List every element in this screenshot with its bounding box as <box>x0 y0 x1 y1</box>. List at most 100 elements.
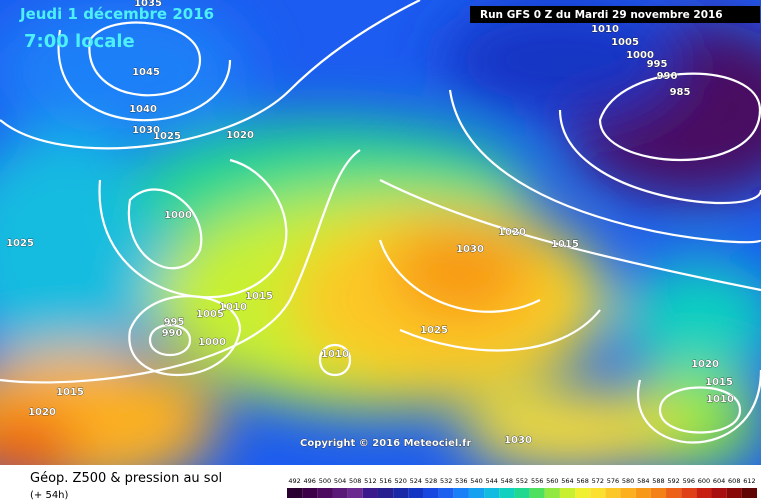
legend-label: 548 <box>501 477 513 485</box>
legend: 492 496 500 504 508 512 516 520 524 528 532 536 540 5… <box>287 477 757 498</box>
legend-label: 604 <box>713 477 725 485</box>
legend-label: 600 <box>698 477 710 485</box>
legend-swatch <box>362 488 378 498</box>
footer-title: Géop. Z500 & pression au sol <box>30 471 222 486</box>
isobar-label: 1010 <box>219 302 247 313</box>
isobar-label: 1045 <box>132 67 160 78</box>
legend-label: 504 <box>334 477 346 485</box>
legend-label: 528 <box>425 477 437 485</box>
isobar-label: 1025 <box>153 131 181 142</box>
legend-label: 580 <box>622 477 634 485</box>
legend-label: 588 <box>652 477 664 485</box>
date-label: Jeudi 1 décembre 2016 <box>19 5 214 23</box>
legend-label: 532 <box>440 477 452 485</box>
legend-label: 540 <box>470 477 482 485</box>
legend-swatch <box>453 488 469 498</box>
legend-label: 536 <box>455 477 467 485</box>
time-label: 7:00 locale <box>24 31 135 52</box>
legend-swatch <box>408 488 424 498</box>
isobar-label: 1025 <box>6 238 34 249</box>
footer-lead: (+ 54h) <box>30 490 69 501</box>
legend-swatch <box>666 488 682 498</box>
legend-label: 576 <box>607 477 619 485</box>
isobar-label: 1015 <box>551 239 579 250</box>
field <box>0 0 761 465</box>
legend-label: 564 <box>561 477 573 485</box>
legend-swatch <box>332 488 348 498</box>
legend-label: 572 <box>592 477 604 485</box>
isobar-label: 1015 <box>56 387 84 398</box>
legend-swatch <box>696 488 712 498</box>
legend-swatch <box>590 488 606 498</box>
legend-swatch <box>529 488 545 498</box>
run-label: Run GFS 0 Z du Mardi 29 novembre 2016 <box>480 9 723 21</box>
legend-swatch <box>559 488 576 498</box>
isobar-label: 1030 <box>132 125 160 136</box>
isobar-label: 1020 <box>226 130 254 141</box>
isobar-label: 1020 <box>691 359 719 370</box>
isobar-label: 1000 <box>626 50 654 61</box>
legend-swatch <box>605 488 621 498</box>
legend-swatch <box>681 488 697 498</box>
legend-swatch <box>544 488 560 498</box>
legend-label: 544 <box>485 477 497 485</box>
isobar-label: 995 <box>164 317 185 328</box>
run-box <box>470 6 760 23</box>
isobar-label: 990 <box>162 328 183 339</box>
legend-swatch <box>302 488 318 498</box>
legend-swatch <box>711 488 727 498</box>
legend-label: 608 <box>728 477 740 485</box>
legend-label: 592 <box>667 477 679 485</box>
legend-label: 568 <box>576 477 588 485</box>
isobar-label: 1020 <box>498 227 526 238</box>
legend-swatch <box>650 488 667 498</box>
isobar-label: 990 <box>657 71 678 82</box>
isobar-label: 1015 <box>705 377 733 388</box>
legend-label: 512 <box>364 477 376 485</box>
legend-swatch <box>287 488 303 498</box>
isobar-label: 1005 <box>196 309 224 320</box>
legend-label: 500 <box>319 477 331 485</box>
legend-swatch <box>377 488 394 498</box>
legend-label: 496 <box>304 477 316 485</box>
legend-label: 516 <box>379 477 391 485</box>
copyright: Copyright © 2016 Meteociel.fr <box>300 438 471 449</box>
legend-swatch <box>726 488 742 498</box>
legend-swatch <box>347 488 363 498</box>
isobar-label: 1010 <box>321 349 349 360</box>
isobar-lines <box>0 0 761 444</box>
legend-label: 556 <box>531 477 543 485</box>
legend-swatch <box>438 488 454 498</box>
isobar-label: 1010 <box>591 24 619 35</box>
legend-swatch <box>514 488 530 498</box>
legend-swatch <box>484 488 500 498</box>
legend-label: 584 <box>637 477 649 485</box>
legend-label: 612 <box>743 477 755 485</box>
legend-swatch <box>499 488 515 498</box>
legend-label: 596 <box>683 477 695 485</box>
legend-label: 520 <box>394 477 406 485</box>
legend-swatch <box>468 488 485 498</box>
legend-swatch <box>620 488 636 498</box>
legend-swatch <box>575 488 591 498</box>
isobar-label: 1000 <box>198 337 226 348</box>
isobar-label: 1000 <box>164 210 192 221</box>
legend-swatch <box>393 488 409 498</box>
isobar-label: 1040 <box>129 104 157 115</box>
isobar-label: 1015 <box>245 291 273 302</box>
legend-label: 560 <box>546 477 558 485</box>
isobar-label: 1020 <box>28 407 56 418</box>
legend-swatch <box>423 488 439 498</box>
isobar-label: 1035 <box>134 0 162 9</box>
legend-swatch <box>317 488 333 498</box>
legend-label: 508 <box>349 477 361 485</box>
isobar-label: 1010 <box>706 394 734 405</box>
legend-label: 552 <box>516 477 528 485</box>
legend-swatch <box>741 488 757 498</box>
isobar-label: 1030 <box>504 435 532 446</box>
legend-label: 524 <box>410 477 422 485</box>
isobar-label: 1005 <box>611 37 639 48</box>
isobar-label: 995 <box>647 59 668 70</box>
legend-swatch <box>635 488 651 498</box>
